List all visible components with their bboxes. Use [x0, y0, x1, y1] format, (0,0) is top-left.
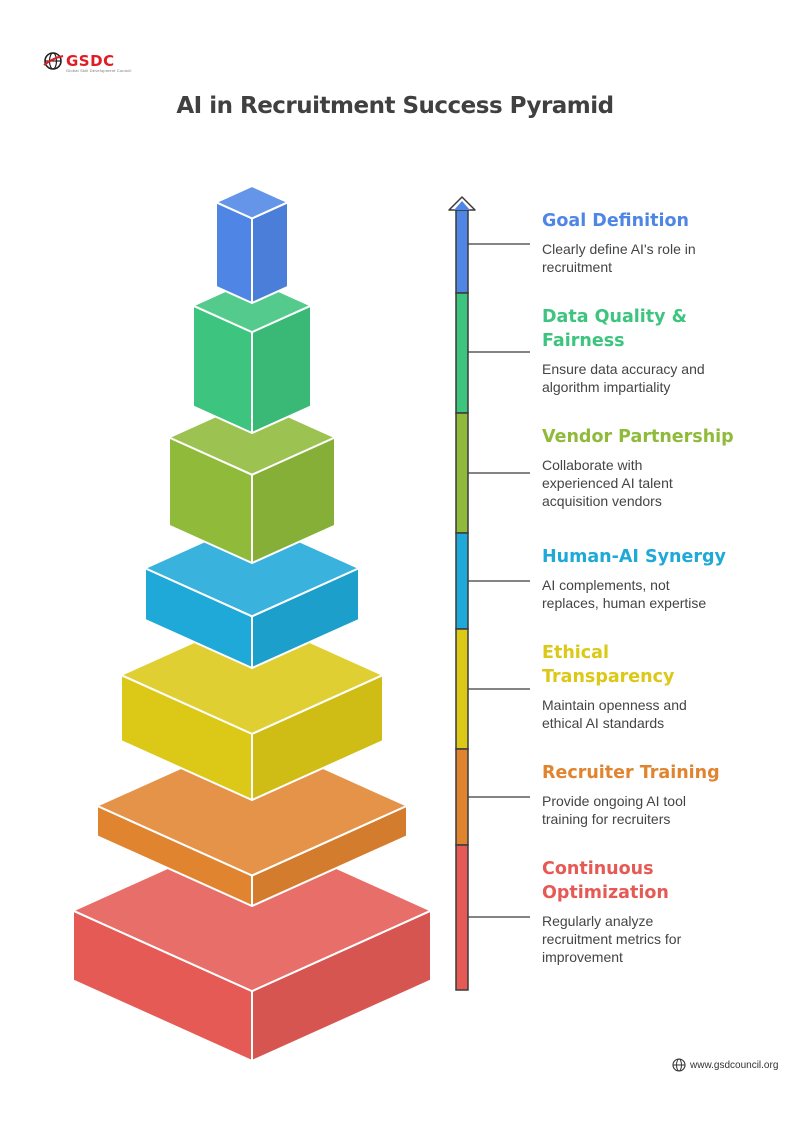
arrow-head-fill — [454, 201, 470, 210]
connectors — [468, 243, 530, 918]
arrow-segment — [455, 209, 469, 294]
level-label: Human-AI Synergy AI complements, not repl… — [542, 545, 792, 612]
level-title: Vendor Partnership — [542, 427, 734, 447]
level-description: AI complements, not replaces, human expe… — [542, 577, 707, 611]
level-label: Recruiter Training Provide ongoing AI too… — [542, 761, 792, 828]
pyramid-block-recruiter-training — [96, 735, 408, 907]
level-label: Vendor Partnership Collaborate with exper… — [542, 425, 792, 510]
pyramid-block-human-ai-synergy — [144, 519, 360, 669]
arrow-segment — [455, 844, 469, 991]
level-label: Ethical Transparency Maintain openness an… — [542, 641, 792, 732]
level-title: Human-AI Synergy — [542, 547, 726, 567]
level-label: Goal Definition Clearly define AI's role … — [542, 209, 792, 276]
footer-url[interactable]: www.gsdcouncil.org — [690, 1059, 779, 1071]
gsdc-logo: GSDC Global Skill Development Council — [42, 50, 131, 73]
arrow-segment — [455, 412, 469, 534]
pyramid-block-data-quality-fairness — [192, 278, 312, 434]
arrow-segment — [455, 292, 469, 414]
pyramid-block-ethical-transparency — [120, 615, 384, 801]
level-description: Maintain openness and ethical AI standar… — [542, 697, 687, 731]
level-label: Continuous Optimization Regularly analyze… — [542, 857, 792, 966]
page-title: AI in Recruitment Success Pyramid — [176, 93, 614, 119]
globe-logo-icon — [43, 52, 64, 70]
footer: www.gsdcouncil.org — [672, 1058, 778, 1072]
level-title: Continuous Optimization — [542, 859, 669, 903]
arrow-segment — [455, 628, 469, 750]
level-description: Provide ongoing AI tool training for rec… — [542, 793, 686, 827]
level-description: Collaborate with experienced AI talent a… — [542, 457, 673, 509]
logo-tagline: Global Skill Development Council — [66, 68, 132, 73]
logo-text: GSDC — [66, 52, 115, 70]
level-description: Regularly analyze recruitment metrics fo… — [542, 913, 682, 965]
level-title: Ethical Transparency — [542, 643, 675, 687]
pyramid — [72, 185, 432, 1062]
level-title: Recruiter Training — [542, 763, 720, 783]
level-label: Data Quality & Fairness Ensure data accur… — [542, 305, 792, 396]
level-description: Clearly define AI's role in recruitment — [542, 241, 696, 275]
level-title: Goal Definition — [542, 211, 689, 231]
pyramid-block-continuous-optimization — [72, 829, 432, 1062]
level-title: Data Quality & Fairness — [542, 307, 687, 351]
arrow-segment — [455, 532, 469, 630]
progress-arrow — [448, 196, 476, 991]
globe-icon — [672, 1058, 686, 1072]
pyramid-block-goal-definition — [215, 185, 289, 304]
level-description: Ensure data accuracy and algorithm impar… — [542, 361, 705, 395]
arrow-segment — [455, 748, 469, 846]
